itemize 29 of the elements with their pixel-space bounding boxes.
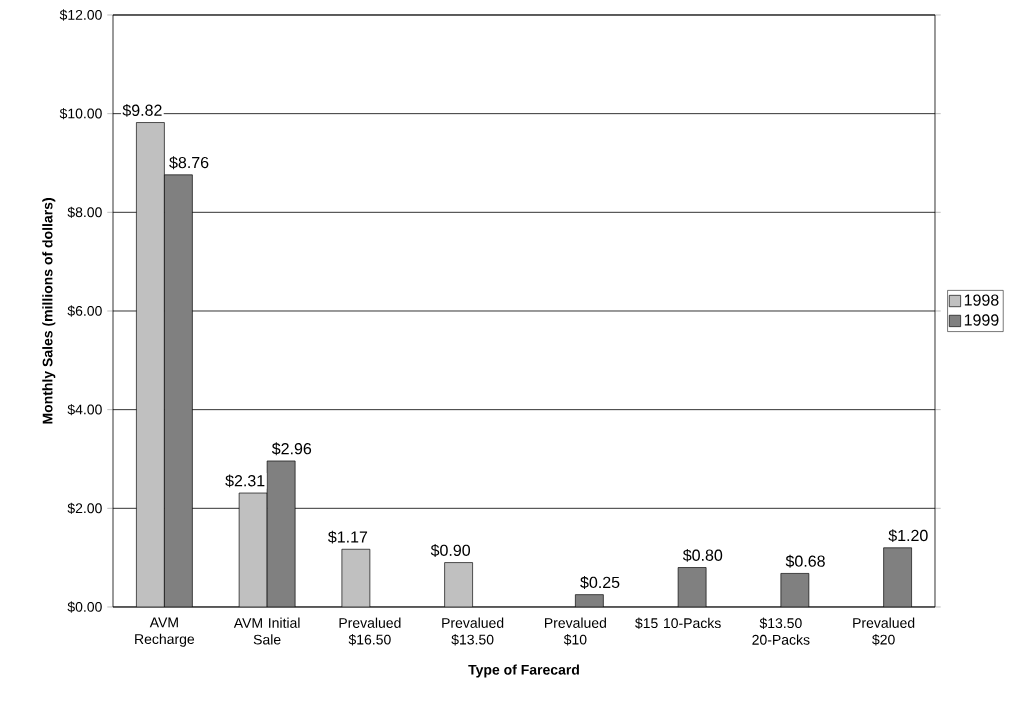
x-tick-label: $15 10-Packs	[635, 617, 721, 629]
y-axis-title: Monthly Sales (millions of dollars)	[42, 198, 56, 424]
y-tick-label: $0.00	[67, 601, 102, 613]
x-tick-label: AVM Recharge	[135, 617, 195, 647]
y-tick-label: $4.00	[67, 404, 102, 416]
data-label: $1.17	[328, 530, 368, 544]
data-label: $9.82	[122, 103, 162, 117]
data-label: $0.25	[580, 576, 620, 589]
legend-label: 1999	[964, 314, 999, 326]
y-tick-label: $2.00	[67, 502, 102, 514]
legend-label: 1998	[964, 294, 999, 306]
data-label: $1.20	[888, 529, 928, 543]
y-tick-label: $10.00	[59, 108, 102, 120]
data-label: $8.76	[169, 156, 209, 170]
data-label: $2.31	[225, 474, 265, 488]
y-tick-label: $12.00	[59, 9, 102, 21]
data-label: $2.96	[271, 442, 312, 456]
x-tick-label: Prevalued $20	[853, 617, 915, 646]
data-label: $0.68	[785, 554, 825, 568]
x-tick-label: $13.50 20-Packs	[752, 617, 810, 645]
x-axis-title: Type of Farecard	[468, 664, 579, 678]
y-tick-label: $8.00	[67, 206, 102, 218]
x-tick-label: Prevalued $16.50	[339, 617, 401, 646]
x-tick-label: Prevalued $10	[545, 617, 606, 646]
data-label: $0.90	[430, 543, 471, 557]
x-tick-label: AVM Initial Sale	[233, 617, 300, 645]
y-tick-label: $6.00	[67, 305, 102, 317]
data-label: $0.80	[682, 548, 723, 562]
x-tick-label: Prevalued $13.50	[442, 617, 504, 646]
